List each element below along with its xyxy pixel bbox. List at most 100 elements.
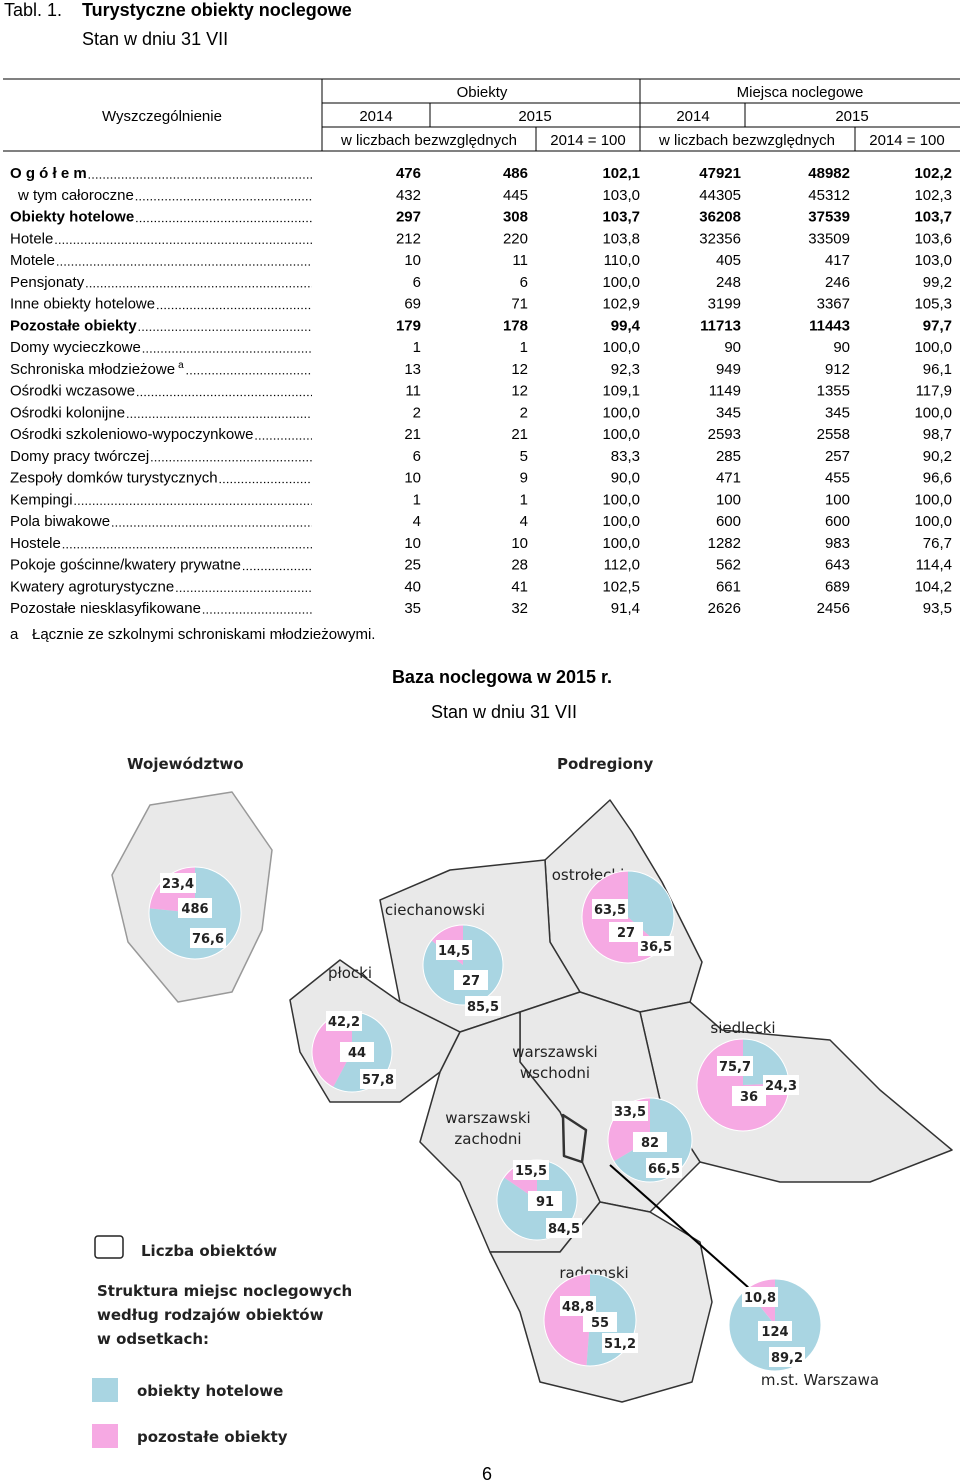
cell: 1 [413, 491, 421, 508]
table-subtitle: Stan w dniu 31 VII [82, 29, 228, 49]
label-box [769, 1347, 805, 1367]
cell: 13 [404, 361, 421, 378]
cell: 117,9 [916, 383, 952, 400]
pie-label: 51,2 [604, 1337, 636, 1352]
cell: 102,3 [914, 187, 952, 204]
cell: 417 [825, 252, 850, 269]
pie-outline [581, 870, 675, 964]
cell: 6 [413, 448, 421, 465]
cell: 600 [716, 513, 741, 530]
page-number: 6 [482, 1464, 492, 1482]
cell: 37539 [808, 209, 850, 226]
cell: 99,4 [611, 317, 641, 334]
legend-count-box [94, 1235, 124, 1259]
cell: 112,0 [604, 557, 640, 574]
section-heading: Województwo [127, 755, 244, 773]
cell: 212 [396, 230, 421, 247]
pie-label: 15,5 [515, 1164, 547, 1179]
cell: 45312 [808, 187, 850, 204]
cell: 40 [404, 578, 421, 595]
label-box [592, 899, 628, 919]
cell: 102,9 [602, 296, 640, 313]
unit-header: w liczbach bezwzględnych [658, 132, 835, 149]
pie-label: 55 [591, 1316, 609, 1331]
cell: 47921 [699, 165, 741, 182]
pies: 23,448676,6ostrołęcki63,52736,5ciechanow… [148, 866, 879, 1389]
cell: 83,3 [611, 448, 640, 465]
row-label: Zespoły domków turystycznych [10, 470, 218, 487]
label-box [612, 1101, 648, 1121]
legend-count: Liczba obiektów [141, 1242, 277, 1260]
cell: 100,0 [914, 339, 952, 356]
cell: 689 [825, 578, 850, 595]
cell: 2626 [708, 600, 741, 617]
row-note: a [178, 360, 184, 371]
pie-label: 42,2 [328, 1015, 360, 1030]
label-box [633, 1132, 667, 1152]
cell: 100,0 [914, 491, 952, 508]
cell: 11 [512, 252, 528, 269]
group-header: Obiekty [457, 84, 508, 101]
row-label: Kwatery agroturystyczne [10, 578, 174, 595]
label-box [190, 928, 226, 948]
table-rules [3, 78, 960, 152]
group-header: Miejsca noclegowe [737, 84, 864, 101]
row-label: Obiekty hotelowe [10, 209, 134, 226]
legend-label: pozostałe obiekty [137, 1428, 288, 1446]
cell: 11 [405, 383, 421, 400]
cell: 285 [716, 448, 741, 465]
cell: 90 [833, 339, 850, 356]
pie-label: 84,5 [548, 1222, 580, 1237]
legend-swatch [92, 1424, 118, 1448]
cell: 471 [716, 470, 741, 487]
row-label: O g ó ł e m [10, 165, 87, 182]
label-box [560, 1296, 596, 1316]
pie-label: 36,5 [640, 940, 672, 955]
pie-label: 57,8 [362, 1073, 394, 1088]
cell: 257 [825, 448, 850, 465]
pie-label: 44 [348, 1046, 366, 1061]
pie-label: 76,6 [192, 932, 224, 947]
cell: 562 [716, 557, 741, 574]
cell: 345 [716, 404, 741, 421]
pie-label: 486 [181, 902, 208, 917]
row-label: Schroniska młodzieżowe [10, 361, 175, 378]
cell: 1149 [709, 383, 741, 400]
pie-label: 14,5 [438, 944, 470, 959]
cell: 96,6 [923, 470, 952, 487]
cell: 90,0 [611, 470, 640, 487]
cell: 1 [520, 491, 528, 508]
label-box [160, 873, 196, 893]
pie-label: 82 [641, 1136, 659, 1151]
cell: 93,5 [923, 600, 952, 617]
cell: 220 [503, 230, 528, 247]
pie-label: 63,5 [594, 903, 626, 918]
cell: 21 [511, 426, 528, 443]
unit-header: 2014 = 100 [869, 132, 945, 149]
cell: 90 [724, 339, 741, 356]
cell: 110,0 [604, 252, 640, 269]
cell: 100,0 [914, 404, 952, 421]
cell: 949 [716, 361, 741, 378]
cell: 10 [511, 535, 528, 552]
pie-label: 124 [761, 1325, 788, 1340]
row-label: Pozostałe niesklasyfikowane [10, 600, 201, 617]
row-label: Pokoje gościnne/kwatery prywatne [10, 557, 241, 574]
map-title: Baza noclegowa w 2015 r. [392, 667, 612, 687]
row-label: Hostele [10, 535, 61, 552]
cell: 99,2 [923, 274, 952, 291]
cell: 2 [520, 404, 528, 421]
legend-swatch [92, 1378, 118, 1402]
label-box [732, 1086, 766, 1106]
legend-structure: w odsetkach: [97, 1330, 209, 1348]
map-subtitle: Stan w dniu 31 VII [431, 702, 577, 722]
cell: 103,0 [602, 187, 640, 204]
year-header: 2014 [676, 108, 709, 125]
pie-label: 85,5 [467, 1000, 499, 1015]
footnote: Łącznie ze szkolnymi schroniskami młodzi… [32, 626, 375, 643]
region-name: warszawski [512, 1043, 597, 1061]
label-box [717, 1056, 753, 1076]
legend: obiekty hotelowe pozostałe obiekty [92, 1378, 288, 1448]
cell: 96,1 [923, 361, 952, 378]
label-box [340, 1042, 374, 1062]
